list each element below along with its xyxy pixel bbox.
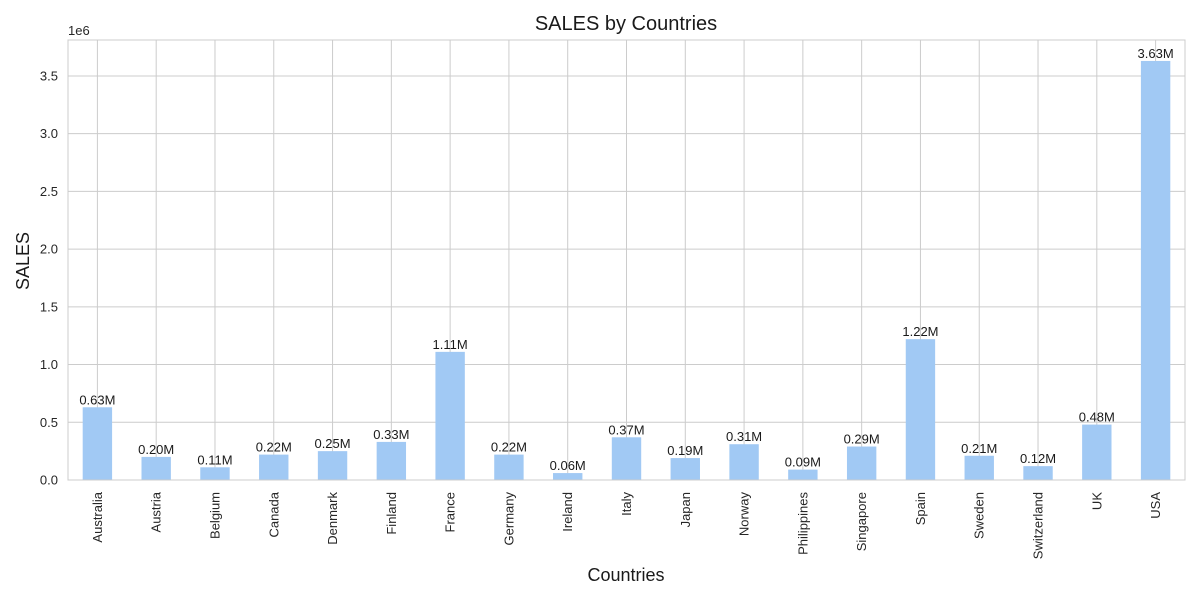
y-tick-label: 0.5 <box>40 415 58 430</box>
bar-uk <box>1082 424 1112 480</box>
x-tick-label: UK <box>1089 492 1104 510</box>
bar-switzerland <box>1023 466 1053 480</box>
bar-value-label: 0.22M <box>491 440 527 455</box>
bar-value-label: 0.09M <box>785 455 821 470</box>
x-tick-label: Austria <box>149 491 164 532</box>
x-tick-labels: Australia Austria Belgium Canada Denmark Finl… <box>90 491 1163 559</box>
y-axis-offset-label: 1e6 <box>68 23 90 38</box>
bar-philippines <box>788 469 818 480</box>
bar-belgium <box>200 467 230 480</box>
bar-canada <box>259 454 289 480</box>
y-tick-label: 3.0 <box>40 126 58 141</box>
bar-finland <box>376 441 407 480</box>
y-tick-label: 3.5 <box>40 68 58 83</box>
bar-france <box>435 351 465 480</box>
x-tick-label: Australia <box>90 491 105 542</box>
bar-value-label: 0.11M <box>197 452 232 467</box>
bar-value-label: 0.25M <box>314 436 350 451</box>
bar-value-label: 0.20M <box>138 442 174 457</box>
bar-value-label: 0.31M <box>726 429 762 444</box>
x-tick-label: Germany <box>501 492 516 546</box>
bar-value-label: 3.63M <box>1138 46 1174 61</box>
chart-title: SALES by Countries <box>535 13 717 35</box>
y-tick-label: 1.0 <box>40 357 58 372</box>
y-tick-label: 1.5 <box>40 299 58 314</box>
bar-germany <box>494 454 524 480</box>
x-tick-label: Italy <box>619 492 634 516</box>
bar-value-label: 0.19M <box>667 443 703 458</box>
x-tick-label: Belgium <box>207 492 222 539</box>
bar-spain <box>905 339 936 480</box>
x-tick-label: Switzerland <box>1031 492 1046 559</box>
y-tick-label: 2.5 <box>40 184 58 199</box>
x-tick-label: Sweden <box>972 492 987 539</box>
x-tick-label: France <box>443 492 458 532</box>
plot-frame <box>67 39 1186 481</box>
bar-value-label: 0.22M <box>256 440 292 455</box>
bars <box>82 60 1171 480</box>
bar-sweden <box>964 455 994 480</box>
x-tick-label: Finland <box>384 492 399 535</box>
grid-lines <box>68 40 1185 481</box>
bar-austria <box>141 456 171 480</box>
x-tick-label: Japan <box>678 492 693 527</box>
bar-value-label: 0.33M <box>373 427 409 442</box>
x-tick-label: Canada <box>266 491 281 537</box>
bar-italy <box>611 437 642 480</box>
bar-australia <box>82 407 113 480</box>
y-tick-labels: 0.0 0.5 1.0 1.5 2.0 2.5 3.0 3.5 <box>40 68 58 487</box>
bar-value-label: 1.22M <box>902 324 938 339</box>
bar-value-label: 0.21M <box>961 441 997 456</box>
bar-value-label: 0.63M <box>79 392 115 407</box>
bar-value-label: 0.29M <box>844 432 880 447</box>
bar-ireland <box>553 473 583 480</box>
bar-value-label: 1.11M <box>433 337 468 352</box>
bar-japan <box>670 458 700 480</box>
bar-norway <box>729 444 759 480</box>
bar-value-label: 0.48M <box>1079 410 1115 425</box>
x-tick-label: Norway <box>737 492 752 537</box>
bar-denmark <box>317 451 348 480</box>
x-tick-label: USA <box>1148 492 1163 519</box>
x-tick-label: Denmark <box>325 492 340 545</box>
x-tick-label: Ireland <box>560 492 575 532</box>
bar-value-label: 0.37M <box>608 422 644 437</box>
bar-singapore <box>846 446 877 480</box>
bar-value-label: 0.06M <box>550 458 586 473</box>
y-tick-label: 2.0 <box>40 242 58 257</box>
x-tick-label: Singapore <box>854 492 869 551</box>
x-tick-label: Spain <box>913 492 928 525</box>
y-axis-label: SALES <box>13 232 33 290</box>
bar-value-labels: 0.63M 0.20M 0.11M 0.22M 0.25M 0.33M 1.11M 0.22M… <box>79 46 1173 473</box>
bar-value-label: 0.12M <box>1020 451 1056 466</box>
x-tick-label: Philippines <box>795 492 810 555</box>
y-tick-label: 0.0 <box>40 473 58 488</box>
bar-usa <box>1140 60 1171 480</box>
x-axis-label: Countries <box>587 565 664 585</box>
